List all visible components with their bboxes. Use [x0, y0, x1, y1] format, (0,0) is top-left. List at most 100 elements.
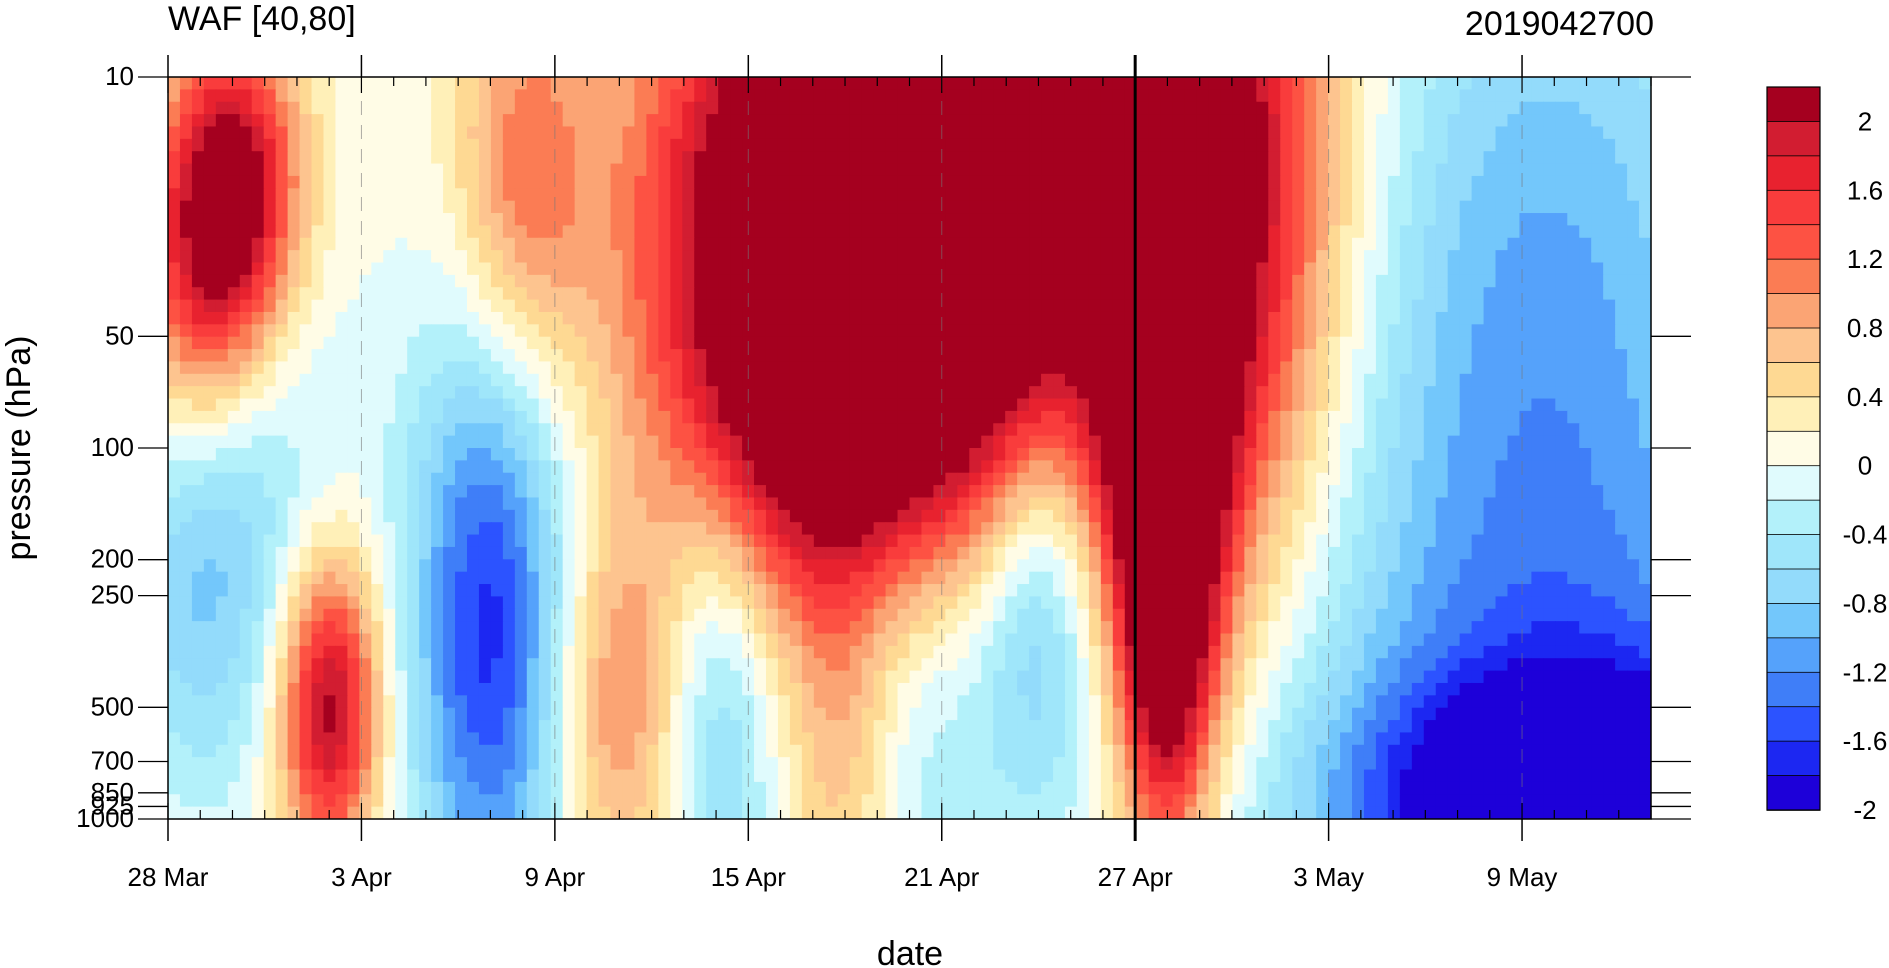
field-cell: [1005, 460, 1018, 474]
field-cell: [777, 114, 791, 128]
field-cell: [837, 546, 851, 560]
field-cell: [765, 274, 779, 288]
field-cell: [550, 287, 564, 301]
field-cell: [945, 151, 958, 165]
field-cell: [897, 225, 911, 239]
field-cell: [1256, 546, 1269, 560]
field-cell: [1399, 250, 1413, 264]
field-cell: [407, 101, 420, 115]
field-cell: [1328, 485, 1341, 499]
field-cell: [1268, 163, 1281, 177]
field-cell: [634, 497, 647, 511]
field-cell: [1196, 77, 1210, 90]
field-cell: [490, 138, 504, 152]
field-cell: [1447, 250, 1461, 264]
field-cell: [419, 410, 432, 424]
field-cell: [1507, 114, 1521, 128]
field-cell: [1076, 250, 1090, 264]
field-cell: [191, 509, 205, 523]
field-cell: [801, 485, 815, 499]
field-cell: [1375, 126, 1389, 140]
field-cell: [969, 311, 982, 325]
field-cell: [981, 126, 994, 140]
field-cell: [993, 559, 1006, 573]
field-cell: [1591, 151, 1604, 165]
field-cell: [1053, 472, 1066, 486]
field-cell: [251, 126, 265, 140]
field-cell: [1459, 361, 1473, 375]
field-cell: [1100, 349, 1114, 363]
field-cell: [981, 274, 994, 288]
field-cell: [718, 287, 731, 301]
field-cell: [1053, 200, 1066, 214]
field-cell: [191, 262, 205, 276]
field-cell: [1328, 373, 1341, 387]
field-cell: [251, 509, 265, 523]
field-cell: [1531, 398, 1544, 412]
field-cell: [1160, 126, 1174, 140]
field-cell: [1208, 324, 1222, 338]
field-cell: [646, 299, 659, 313]
field-cell: [550, 324, 564, 338]
field-cell: [1435, 101, 1449, 115]
field-cell: [443, 101, 456, 115]
field-cell: [1268, 126, 1281, 140]
field-cell: [526, 151, 540, 165]
field-cell: [395, 262, 408, 276]
field-cell: [1148, 373, 1162, 387]
field-cell: [1340, 287, 1353, 301]
field-cell: [1399, 287, 1413, 301]
field-cell: [706, 163, 719, 177]
field-cell: [168, 126, 181, 140]
field-cell: [765, 497, 779, 511]
field-cell: [395, 151, 408, 165]
field-cell: [897, 200, 911, 214]
field-cell: [981, 472, 994, 486]
field-cell: [945, 126, 958, 140]
field-cell: [1280, 509, 1293, 523]
field-cell: [1459, 151, 1473, 165]
field-cell: [371, 571, 384, 585]
field-cell: [419, 324, 432, 338]
field-cell: [490, 509, 504, 523]
field-cell: [191, 126, 205, 140]
field-cell: [801, 410, 815, 424]
field-cell: [251, 534, 265, 548]
field-cell: [1256, 250, 1269, 264]
field-cell: [550, 114, 564, 128]
field-cell: [706, 361, 719, 375]
field-cell: [897, 509, 911, 523]
field-cell: [801, 534, 815, 548]
field-cell: [1220, 200, 1234, 214]
field-cell: [383, 324, 396, 338]
field-cell: [1088, 311, 1102, 325]
field-cell: [873, 349, 887, 363]
field-cell: [168, 373, 181, 387]
field-cell: [706, 509, 719, 523]
field-cell: [371, 274, 384, 288]
field-cell: [347, 126, 360, 140]
field-cell: [1088, 200, 1102, 214]
field-cell: [502, 546, 516, 560]
field-cell: [1603, 126, 1616, 140]
field-cell: [634, 361, 647, 375]
field-cell: [1244, 163, 1257, 177]
field-cell: [1220, 89, 1234, 103]
field-cell: [1196, 89, 1210, 103]
field-cell: [395, 138, 408, 152]
field-cell: [443, 386, 456, 400]
field-cell: [1543, 497, 1556, 511]
field-cell: [1543, 299, 1556, 313]
field-cell: [239, 423, 253, 437]
field-cell: [383, 299, 396, 313]
field-cell: [801, 262, 815, 276]
field-cell: [1519, 138, 1532, 152]
field-cell: [1316, 151, 1329, 165]
field-cell: [1459, 435, 1473, 449]
field-cell: [1423, 274, 1437, 288]
field-cell: [921, 497, 935, 511]
field-cell: [1232, 89, 1245, 103]
field-cell: [1172, 287, 1186, 301]
field-cell: [1232, 299, 1245, 313]
field-cell: [1387, 287, 1401, 301]
